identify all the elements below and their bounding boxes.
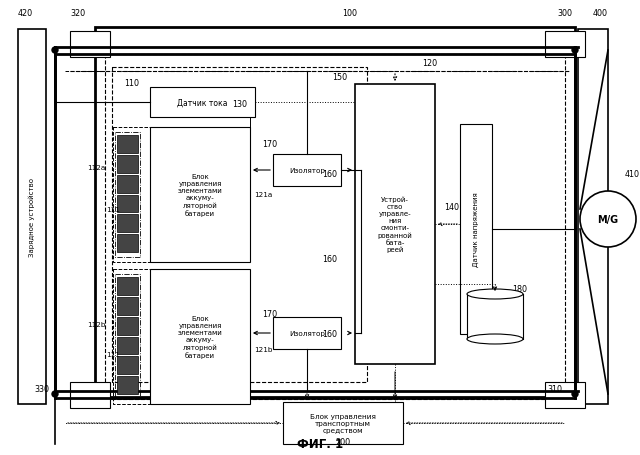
Bar [117, 195, 138, 213]
Bar [117, 278, 138, 295]
Circle shape [550, 40, 560, 50]
Text: Блок управления
транспортным
средством: Блок управления транспортным средством [310, 413, 376, 433]
Text: 320: 320 [70, 10, 86, 19]
Circle shape [75, 390, 85, 400]
Text: 111: 111 [106, 207, 120, 212]
Text: 121b: 121b [253, 346, 272, 352]
Circle shape [550, 390, 560, 400]
Text: 310: 310 [547, 384, 563, 394]
Bar [117, 317, 138, 335]
Text: 170: 170 [262, 140, 278, 149]
Text: 110: 110 [125, 78, 140, 87]
Bar [273, 155, 341, 187]
Bar [273, 317, 341, 349]
Bar [117, 337, 138, 354]
Text: 111: 111 [106, 351, 120, 357]
Text: 112b: 112b [87, 321, 105, 327]
Text: 170: 170 [262, 310, 278, 319]
Text: 330: 330 [35, 384, 49, 394]
Text: Изолятор: Изолятор [289, 330, 325, 336]
Text: ФИГ. 1: ФИГ. 1 [297, 438, 343, 450]
Text: 410: 410 [625, 170, 639, 179]
Bar [70, 382, 110, 408]
Ellipse shape [467, 334, 523, 344]
Text: Инвертор: Инвертор [590, 199, 596, 235]
Bar [150, 88, 255, 118]
Circle shape [570, 390, 580, 400]
Text: 160: 160 [323, 330, 337, 339]
Text: 150: 150 [332, 73, 348, 82]
Bar [115, 274, 140, 399]
Text: 180: 180 [513, 285, 527, 294]
Bar [467, 294, 523, 339]
Bar [18, 30, 46, 404]
Bar [113, 128, 165, 263]
Bar [117, 357, 138, 374]
Text: 100: 100 [342, 10, 358, 19]
Text: Зарядное устройство: Зарядное устройство [29, 177, 35, 257]
Circle shape [572, 48, 578, 54]
Text: Датчик тока: Датчик тока [177, 98, 228, 107]
Bar [112, 68, 367, 382]
Bar [460, 125, 492, 334]
Text: Блок
управления
элементами
аккуму-
ляторной
батареи: Блок управления элементами аккуму- лятор… [178, 174, 222, 216]
Circle shape [95, 390, 105, 400]
Bar [150, 128, 250, 263]
Text: Изолятор: Изолятор [289, 167, 325, 174]
Ellipse shape [467, 289, 523, 299]
Text: 130: 130 [232, 100, 248, 109]
Text: 400: 400 [593, 10, 607, 19]
Text: M/G: M/G [597, 214, 619, 224]
Bar [117, 215, 138, 233]
Bar [117, 376, 138, 394]
Bar [115, 133, 140, 258]
Circle shape [580, 192, 636, 248]
Bar [150, 269, 250, 404]
Circle shape [95, 40, 105, 50]
Bar [117, 156, 138, 173]
Bar [578, 30, 608, 404]
Bar [545, 32, 585, 58]
Text: Блок
управления
элементами
аккуму-
ляторной
батареи: Блок управления элементами аккуму- лятор… [178, 315, 222, 358]
Bar [70, 32, 110, 58]
Text: 200: 200 [335, 438, 351, 446]
Text: 121a: 121a [254, 192, 272, 197]
Text: 160: 160 [323, 170, 337, 179]
Text: 160: 160 [323, 255, 337, 264]
Bar [545, 382, 585, 408]
Bar [117, 175, 138, 193]
Circle shape [52, 391, 58, 397]
Bar [283, 402, 403, 444]
Text: 112a: 112a [87, 165, 105, 171]
Bar [117, 136, 138, 153]
Circle shape [75, 40, 85, 50]
Circle shape [52, 48, 58, 54]
Bar [117, 235, 138, 253]
Text: 300: 300 [557, 10, 573, 19]
Text: Устрой-
ство
управле-
ния
смонти-
рованной
бата-
реей: Устрой- ство управле- ния смонти- рованн… [378, 196, 412, 253]
Text: 420: 420 [17, 10, 33, 19]
Circle shape [572, 391, 578, 397]
Text: 120: 120 [422, 58, 438, 67]
Bar [113, 269, 165, 404]
Circle shape [570, 40, 580, 50]
Bar [355, 85, 435, 364]
Text: Датчик напряжения: Датчик напряжения [473, 192, 479, 267]
Bar [95, 28, 575, 397]
Bar [117, 297, 138, 315]
Text: 140: 140 [445, 203, 460, 212]
